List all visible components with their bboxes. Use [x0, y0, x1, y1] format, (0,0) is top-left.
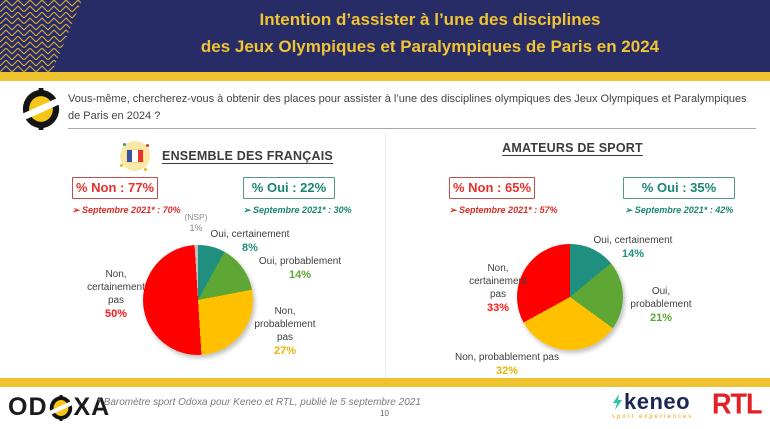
- survey-question: Vous-même, chercherez-vous à obtenir des…: [68, 93, 747, 122]
- oui-total-badge: % Oui : 35%: [623, 177, 735, 199]
- page-title: Intention d’assister à l’une des discipl…: [100, 6, 760, 60]
- oui-previous-wave: ➢ Septembre 2021* : 30%: [243, 205, 352, 215]
- pie-label-non-certainement-pas: Non, certainement pas 50%: [87, 269, 145, 320]
- oui-previous-wave: ➢ Septembre 2021* : 42%: [624, 205, 734, 215]
- source-footnote: * Baromètre sport Odoxa pour Keneo et RT…: [97, 397, 421, 408]
- pie-label-oui-certainement: Oui, certainement 14%: [593, 235, 673, 260]
- oui-stat-group: % Oui : 35% ➢ Septembre 2021* : 42%: [623, 177, 735, 216]
- pie-chart-amateurs: [517, 244, 623, 350]
- page-number: 10: [380, 409, 389, 418]
- non-previous-wave: ➢ Septembre 2021* : 70%: [72, 205, 181, 215]
- header-banner: Intention d’assister à l’une des discipl…: [0, 0, 770, 72]
- footer: OD XA * Baromètre sport Odoxa pour Keneo…: [0, 387, 770, 429]
- panel-divider: [385, 133, 386, 378]
- panel-ensemble-des-francais: ENSEMBLE DES FRANÇAIS % Non : 77% ➢ Sept…: [68, 133, 385, 378]
- panel-title-row: AMATEURS DE SPORT: [385, 141, 760, 155]
- pie-label-non-probablement-pas: Non, probablement pas 32%: [455, 352, 559, 377]
- non-total-badge: % Non : 77%: [72, 177, 158, 199]
- page-title-line2: des Jeux Olympiques et Paralympiques de …: [200, 37, 660, 57]
- odoxa-o-icon: [20, 88, 62, 130]
- non-previous-wave: ➢ Septembre 2021* : 57%: [449, 205, 558, 215]
- pie-label-oui-certainement: Oui, certainement 8%: [210, 229, 290, 254]
- pie-label-nsp: (NSP) 1%: [184, 212, 208, 234]
- pie-label-oui-probablement: Oui, probablement 21%: [630, 286, 692, 324]
- pie-chart-area: Oui, certainement 14% Oui, probablement …: [385, 210, 760, 378]
- oui-stat-group: % Oui : 22% ➢ Septembre 2021* : 30%: [243, 177, 352, 216]
- pie-label-oui-probablement: Oui, probablement 14%: [258, 256, 342, 281]
- oui-total-badge: % Oui : 22%: [243, 177, 335, 199]
- pie-label-non-probablement-pas: Non, probablement pas 27%: [254, 306, 316, 357]
- page-title-line1: Intention d’assister à l’une des discipl…: [259, 10, 601, 29]
- odoxa-logo: OD XA: [8, 393, 111, 421]
- keneo-spark-icon: [613, 394, 622, 410]
- question-underline: [68, 128, 756, 129]
- pie-chart-ensemble: [143, 245, 253, 355]
- non-total-badge: % Non : 65%: [449, 177, 535, 199]
- rtl-logo: RTL: [712, 388, 762, 420]
- panel-amateurs-de-sport: AMATEURS DE SPORT % Non : 65% ➢ Septembr…: [385, 133, 760, 378]
- pie-label-non-certainement-pas: Non, certainement pas 33%: [469, 263, 527, 314]
- odoxa-o-icon: [48, 394, 73, 421]
- non-stat-group: % Non : 77% ➢ Septembre 2021* : 70%: [72, 177, 181, 216]
- non-stat-group: % Non : 65% ➢ Septembre 2021* : 57%: [449, 177, 558, 216]
- keneo-tagline: sport experiences: [612, 414, 694, 420]
- panel-title: ENSEMBLE DES FRANÇAIS: [162, 149, 333, 163]
- panel-title: AMATEURS DE SPORT: [502, 141, 643, 155]
- gold-divider-top: [0, 72, 770, 81]
- pie-chart-area: (NSP) 1% Oui, certainement 8% Oui, proba…: [68, 210, 385, 378]
- herringbone-pattern-decoration: [0, 0, 82, 72]
- gold-divider-bottom: [0, 378, 770, 387]
- france-flag-icon: [120, 141, 151, 171]
- panel-title-row: ENSEMBLE DES FRANÇAIS: [68, 141, 385, 171]
- keneo-logo: keneo sport experiences: [612, 389, 694, 421]
